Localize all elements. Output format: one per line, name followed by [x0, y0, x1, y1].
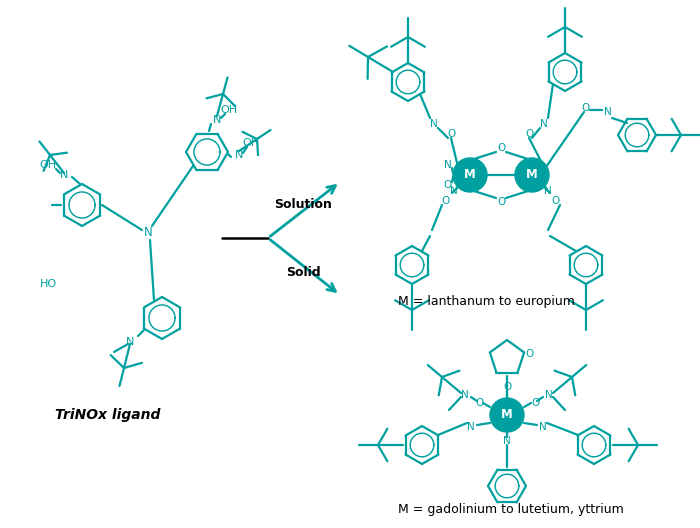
- Text: N: N: [430, 119, 438, 129]
- Text: O: O: [497, 197, 505, 207]
- Text: N: N: [234, 150, 243, 160]
- Text: Solution: Solution: [274, 199, 332, 212]
- Text: O: O: [442, 196, 450, 206]
- Text: TriNOx ligand: TriNOx ligand: [55, 408, 161, 422]
- Text: N: N: [461, 390, 469, 400]
- Text: O: O: [447, 129, 455, 139]
- Text: N: N: [545, 390, 553, 400]
- Text: O: O: [525, 129, 533, 139]
- Text: O: O: [497, 143, 505, 153]
- Text: N: N: [144, 225, 153, 239]
- Text: O: O: [475, 398, 483, 408]
- Text: O: O: [582, 103, 590, 113]
- Text: N: N: [126, 337, 134, 347]
- Text: OH: OH: [39, 160, 57, 170]
- Text: O: O: [503, 382, 511, 392]
- Text: N: N: [604, 107, 612, 117]
- Text: O: O: [525, 349, 533, 359]
- Text: N: N: [540, 119, 548, 129]
- Text: M = lanthanum to europium: M = lanthanum to europium: [398, 296, 575, 308]
- Circle shape: [490, 398, 524, 432]
- Text: M: M: [464, 168, 476, 182]
- Text: M = gadolinium to lutetium, yttrium: M = gadolinium to lutetium, yttrium: [398, 504, 624, 516]
- Text: HO: HO: [39, 279, 57, 289]
- Circle shape: [515, 158, 549, 192]
- Text: O: O: [552, 196, 560, 206]
- Text: N: N: [450, 186, 458, 196]
- Text: O: O: [444, 180, 452, 190]
- Text: N: N: [544, 186, 552, 196]
- Circle shape: [453, 158, 487, 192]
- Text: N: N: [60, 170, 68, 180]
- Text: M: M: [526, 168, 538, 182]
- Text: Solid: Solid: [286, 266, 321, 278]
- Text: M: M: [501, 409, 513, 421]
- Text: N: N: [503, 436, 511, 446]
- Text: OH: OH: [242, 138, 260, 148]
- Text: OH: OH: [220, 105, 237, 115]
- Text: N: N: [539, 422, 547, 432]
- Text: N: N: [213, 115, 221, 125]
- Text: N: N: [444, 160, 452, 170]
- Text: O: O: [531, 398, 539, 408]
- Text: N: N: [467, 422, 475, 432]
